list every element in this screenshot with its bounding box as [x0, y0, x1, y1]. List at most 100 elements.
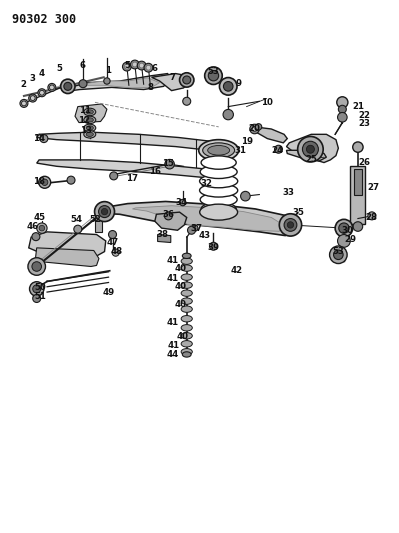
Text: 20: 20	[249, 125, 261, 133]
Circle shape	[41, 179, 48, 185]
Circle shape	[275, 146, 282, 153]
Ellipse shape	[181, 290, 192, 296]
Ellipse shape	[200, 184, 238, 197]
Polygon shape	[132, 206, 283, 231]
Circle shape	[30, 282, 44, 296]
Circle shape	[368, 212, 376, 220]
Circle shape	[298, 136, 323, 162]
Circle shape	[241, 191, 250, 201]
Circle shape	[22, 101, 26, 106]
Circle shape	[40, 135, 48, 142]
Text: 41: 41	[166, 318, 178, 327]
Ellipse shape	[84, 108, 96, 116]
Text: 90302 300: 90302 300	[12, 13, 76, 26]
Text: 12: 12	[78, 116, 90, 125]
Ellipse shape	[203, 143, 235, 158]
Text: 32: 32	[201, 180, 213, 188]
Text: 40: 40	[174, 264, 186, 272]
Text: 51: 51	[35, 292, 47, 301]
Text: 54: 54	[71, 215, 83, 224]
Circle shape	[32, 262, 41, 271]
Text: 30: 30	[341, 226, 353, 235]
Circle shape	[99, 206, 111, 217]
Polygon shape	[253, 127, 287, 143]
Ellipse shape	[181, 258, 192, 264]
Circle shape	[284, 219, 297, 231]
Text: 21: 21	[352, 102, 364, 111]
Circle shape	[192, 225, 198, 231]
Circle shape	[205, 67, 222, 84]
Polygon shape	[286, 150, 326, 161]
Circle shape	[334, 250, 343, 260]
Ellipse shape	[84, 131, 96, 138]
Text: 15: 15	[162, 159, 174, 168]
Text: 14: 14	[33, 134, 45, 143]
Ellipse shape	[181, 333, 192, 339]
Text: 26: 26	[358, 158, 370, 167]
Circle shape	[40, 91, 44, 95]
Circle shape	[183, 76, 191, 84]
Circle shape	[101, 208, 108, 215]
Text: 52: 52	[89, 215, 101, 224]
Circle shape	[146, 66, 151, 70]
Text: 45: 45	[34, 213, 46, 222]
Circle shape	[306, 146, 314, 153]
Ellipse shape	[181, 316, 192, 322]
Text: 28: 28	[366, 213, 378, 222]
Polygon shape	[158, 235, 171, 243]
Circle shape	[208, 70, 219, 81]
Circle shape	[252, 127, 257, 131]
Circle shape	[39, 225, 45, 231]
Circle shape	[302, 141, 318, 157]
Text: 9: 9	[235, 79, 242, 88]
Circle shape	[49, 85, 54, 90]
Ellipse shape	[199, 140, 239, 161]
Text: 17: 17	[126, 174, 138, 183]
Circle shape	[39, 176, 51, 188]
Text: 8: 8	[148, 83, 154, 92]
Circle shape	[33, 295, 41, 302]
Circle shape	[132, 62, 137, 67]
Circle shape	[338, 235, 350, 247]
Polygon shape	[64, 74, 172, 92]
Circle shape	[183, 98, 191, 105]
Text: 53: 53	[207, 68, 219, 76]
Circle shape	[144, 63, 153, 72]
Text: 2: 2	[20, 80, 26, 88]
Circle shape	[74, 225, 82, 233]
Bar	[95, 212, 102, 232]
Text: 6: 6	[80, 61, 86, 70]
Circle shape	[67, 176, 75, 184]
Circle shape	[337, 97, 348, 108]
Text: 40: 40	[174, 282, 186, 290]
Polygon shape	[37, 132, 220, 150]
Circle shape	[250, 124, 259, 134]
Polygon shape	[155, 212, 187, 230]
Ellipse shape	[201, 203, 236, 216]
Text: 38: 38	[157, 230, 169, 239]
Text: 48: 48	[111, 247, 122, 256]
Text: 22: 22	[358, 111, 370, 119]
Text: 16: 16	[149, 167, 161, 176]
Text: 24: 24	[271, 146, 283, 155]
Text: 41: 41	[168, 341, 180, 350]
Circle shape	[32, 233, 40, 240]
Ellipse shape	[181, 274, 192, 280]
Text: 5: 5	[124, 61, 130, 70]
Circle shape	[109, 231, 117, 238]
Text: 50: 50	[35, 284, 47, 292]
Ellipse shape	[182, 253, 191, 259]
Circle shape	[165, 159, 174, 169]
Ellipse shape	[200, 204, 238, 220]
Bar	[354, 169, 362, 195]
Circle shape	[164, 212, 172, 220]
Text: 27: 27	[367, 183, 379, 192]
Circle shape	[353, 142, 363, 152]
Ellipse shape	[181, 298, 192, 304]
Circle shape	[64, 83, 72, 90]
Polygon shape	[35, 248, 99, 266]
Circle shape	[330, 246, 347, 263]
Ellipse shape	[181, 349, 192, 355]
Circle shape	[95, 201, 115, 222]
Polygon shape	[286, 134, 338, 163]
